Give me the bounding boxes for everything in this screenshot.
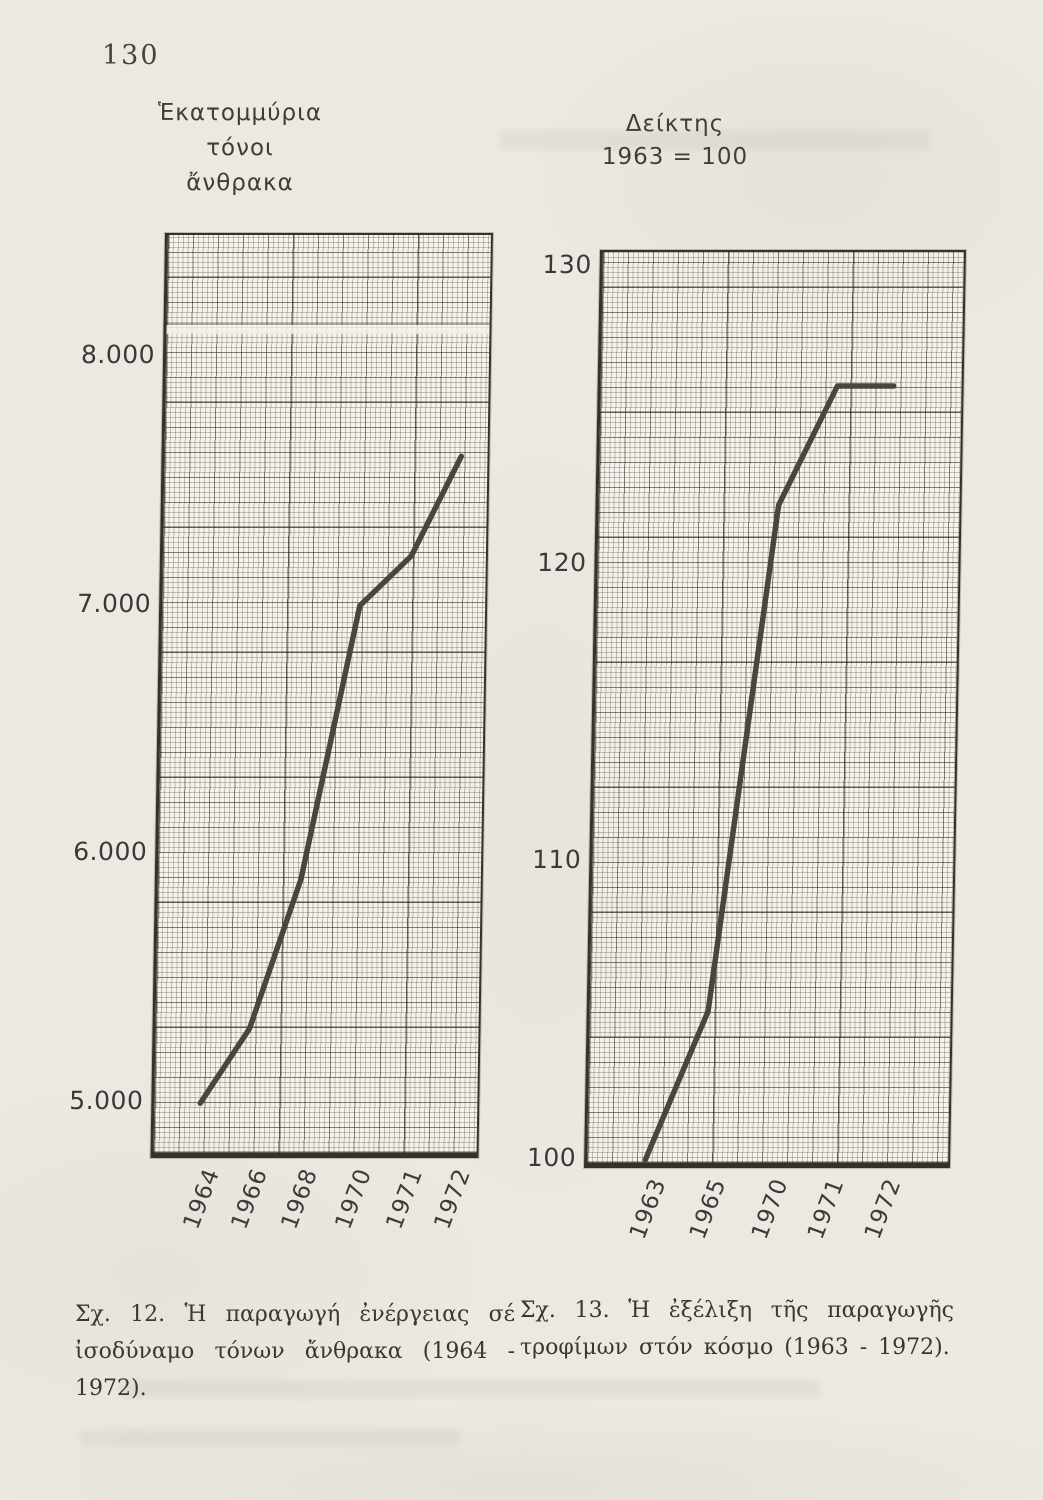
y-tick-label: 110 <box>531 845 582 875</box>
x-tick-label: 1965 <box>684 1175 732 1243</box>
y-tick-label: 130 <box>542 249 593 279</box>
chart-title-line: Δείκτης <box>625 111 725 137</box>
x-tick-label: 1972 <box>429 1165 477 1233</box>
chart-energy-coal: 5.000 6.000 7.000 8.000 1964 1966 1968 1970 197… <box>69 233 493 1233</box>
y-tick-label: 120 <box>537 547 587 577</box>
x-tick-label: 1971 <box>381 1165 429 1233</box>
x-tick-label: 1970 <box>330 1165 378 1233</box>
data-line-index <box>642 383 897 1163</box>
caption-fig-13: Σχ. 13. Ἡ ἐξέλιξη τῆς παραγωγῆς τροφίμων… <box>520 1298 954 1360</box>
chart-title-line: ἄνθρακα <box>186 170 294 196</box>
x-tick-label: 1968 <box>276 1165 323 1233</box>
plot-area-coal: 1964 1966 1968 1970 1971 1972 <box>150 233 493 1233</box>
x-tick-label: 1964 <box>178 1165 226 1233</box>
chart-title-line: Ἑκατομμύρια <box>157 100 323 126</box>
scan-smudge <box>80 1430 460 1446</box>
x-tick-label: 1970 <box>746 1175 794 1243</box>
y-axis-labels-coal: 5.000 6.000 7.000 8.000 <box>50 233 157 1158</box>
x-tick-label: 1971 <box>803 1175 850 1243</box>
y-tick-label: 7.000 <box>76 588 152 618</box>
chart-title-index: Δείκτης 1963 = 100 <box>572 108 778 174</box>
y-tick-label: 6.000 <box>72 837 148 867</box>
page-number: 130 <box>102 40 160 71</box>
chart-food-index: 100 110 120 130 1963 1965 1970 1971 1972 <box>527 250 966 1243</box>
chart-title-line: 1963 = 100 <box>601 144 749 170</box>
x-tick-label: 1972 <box>859 1175 907 1243</box>
y-tick-label: 8.000 <box>80 339 156 369</box>
caption-fig-12: Σχ. 12. Ἡ παραγωγή ἐνέργειας σέ ἰσοδύναμ… <box>75 1302 515 1401</box>
y-axis-labels-index: 100 110 120 130 <box>484 249 593 1173</box>
chart-title-line: τόνοι <box>206 135 274 161</box>
plot-area-index: 1963 1965 1970 1971 1972 <box>583 250 966 1243</box>
y-tick-label: 100 <box>526 1143 577 1173</box>
x-tick-label: 1963 <box>624 1175 672 1243</box>
chart-title-coal: Ἑκατομμύρια τόνοι ἄνθρακα <box>140 96 340 201</box>
x-tick-label: 1966 <box>227 1165 274 1233</box>
y-tick-label: 5.000 <box>69 1086 144 1116</box>
data-line-coal <box>197 453 465 1106</box>
